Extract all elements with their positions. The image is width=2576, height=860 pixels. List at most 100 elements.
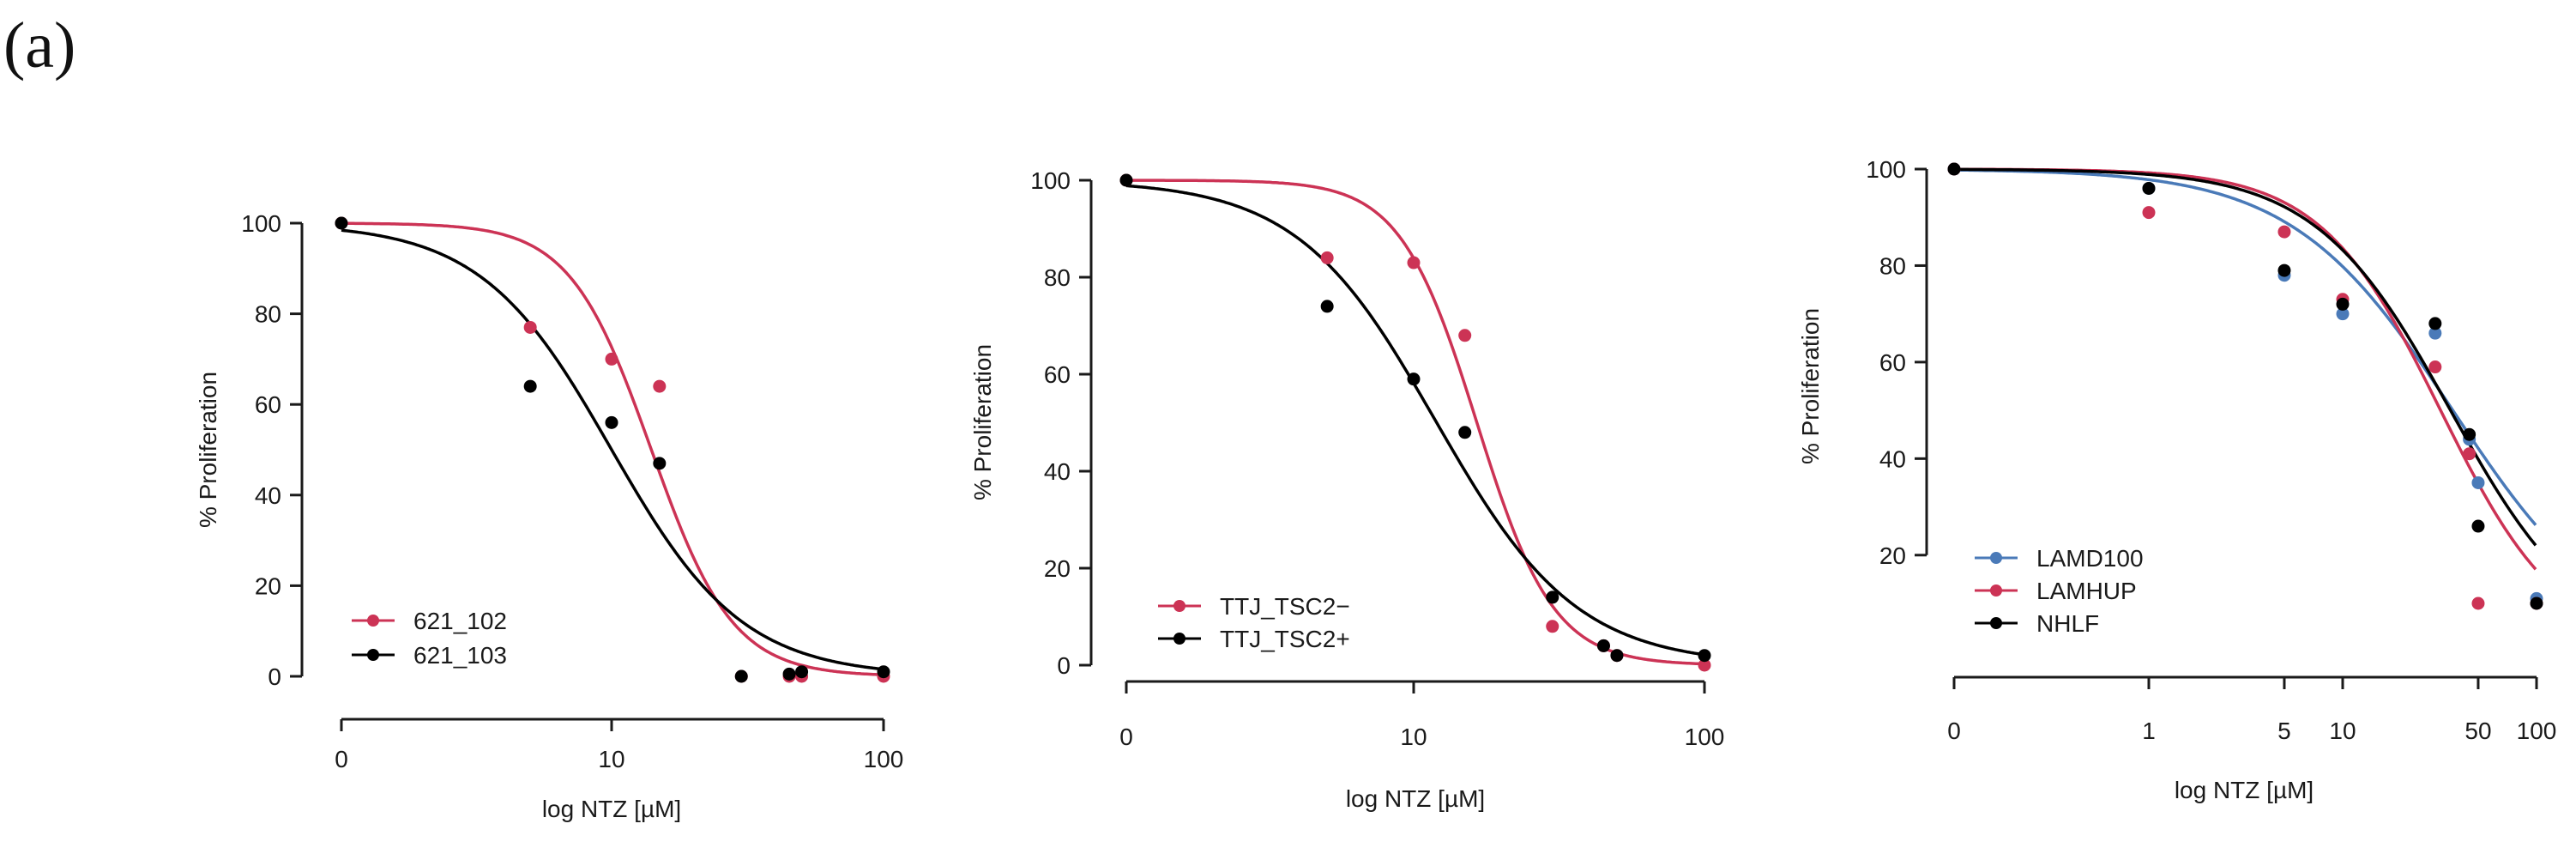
fit-curve-3 <box>1954 167 2537 547</box>
chart-1: 0 20 40 60 80 100 0 10 100 log NTZ [µM] % Prolifer… <box>195 210 903 822</box>
data-point-series-2 <box>1698 649 1711 663</box>
data-point-series-2 <box>1596 639 1610 652</box>
legend-marker <box>1173 600 1185 612</box>
data-point-series-2 <box>1407 372 1421 386</box>
x-tick-label: 10 <box>2329 718 2356 744</box>
y-axis-title: % Proliferation <box>1797 308 1824 464</box>
x-tick-label: 10 <box>1400 724 1427 750</box>
data-point-series-1 <box>1458 329 1472 342</box>
y-tick-label: 20 <box>255 572 281 599</box>
y-tick-label: 80 <box>1879 252 1906 279</box>
chart-2: 0 20 40 60 80 100 0 10 100 log NTZ [µM] % Prolifer… <box>969 167 1724 812</box>
panel-label: (a) <box>3 9 76 82</box>
data-point-series-2 <box>1458 426 1472 439</box>
legend-label: TTJ_TSC2− <box>1220 593 1350 620</box>
fit-curve-1 <box>1953 168 2537 526</box>
data-point-series-2 <box>2277 225 2291 239</box>
data-point-series-3 <box>1947 162 1961 176</box>
x-tick-label: 5 <box>2277 718 2291 744</box>
data-point-series-2 <box>877 665 890 679</box>
y-tick-label: 40 <box>1879 445 1906 472</box>
data-point-series-2 <box>2142 206 2156 220</box>
data-point-series-1 <box>653 379 667 393</box>
data-point-series-2 <box>605 415 618 429</box>
y-tick-label: 100 <box>241 210 281 237</box>
data-point-series-3 <box>2463 427 2476 441</box>
x-axis-title: log NTZ [µM] <box>542 796 681 822</box>
chart-3: 20 40 60 80 100 0 1 5 10 50 100 log NTZ [µM] % Proli… <box>1797 156 2556 803</box>
fit-curve-1 <box>1126 179 1704 666</box>
data-point-series-1 <box>1407 256 1421 270</box>
x-tick-label: 100 <box>864 746 904 772</box>
data-point-series-1 <box>523 320 537 334</box>
y-axis-title: % Proliferation <box>969 344 996 500</box>
fit-curve-2 <box>341 228 884 671</box>
data-point-series-2 <box>1320 300 1334 313</box>
legend-label: TTJ_TSC2+ <box>1220 626 1350 652</box>
x-tick-label: 10 <box>598 746 624 772</box>
legend-label: NHLF <box>2036 610 2099 637</box>
data-point-series-3 <box>2142 181 2156 195</box>
data-point-series-3 <box>2428 317 2442 330</box>
data-point-series-2 <box>523 379 537 393</box>
fit-curve-2 <box>1954 167 2537 571</box>
y-tick-label: 40 <box>1044 458 1071 485</box>
data-point-series-2 <box>2463 447 2476 461</box>
data-point-series-3 <box>2336 297 2350 311</box>
data-point-series-1 <box>2471 475 2485 489</box>
data-point-series-2 <box>795 665 809 679</box>
data-point-series-1 <box>1546 620 1559 633</box>
data-point-series-2 <box>1546 590 1559 604</box>
x-tick-label: 0 <box>1119 724 1133 750</box>
y-tick-label: 80 <box>1044 264 1071 291</box>
data-point-series-2 <box>335 216 348 230</box>
y-tick-label: 20 <box>1044 555 1071 582</box>
data-point-series-1 <box>2336 307 2350 321</box>
data-point-series-1 <box>2428 326 2442 340</box>
y-tick-label: 0 <box>1057 652 1071 679</box>
x-tick-label: 0 <box>1947 718 1961 744</box>
data-point-series-2 <box>734 669 748 683</box>
data-point-series-3 <box>2530 597 2543 610</box>
legend-marker <box>367 649 379 661</box>
y-tick-label: 60 <box>1044 361 1071 388</box>
x-tick-label: 100 <box>1685 724 1725 750</box>
x-tick-label: 50 <box>2464 718 2491 744</box>
fit-curve-2 <box>1125 184 1705 657</box>
data-point-series-3 <box>2471 519 2485 533</box>
x-axis-title: log NTZ [µM] <box>2175 777 2314 803</box>
legend-marker <box>1990 617 2002 629</box>
legend-label: LAMHUP <box>2036 578 2137 604</box>
y-axis-title: % Proliferation <box>195 372 221 528</box>
data-point-series-2 <box>2471 597 2485 610</box>
data-point-series-2 <box>1119 173 1133 187</box>
legend-marker <box>1173 633 1185 645</box>
legend-marker <box>1990 552 2002 564</box>
legend-label: LAMD100 <box>2036 545 2144 572</box>
y-tick-label: 60 <box>1879 349 1906 376</box>
data-point-series-3 <box>2277 263 2291 277</box>
y-tick-label: 40 <box>255 482 281 509</box>
legend-label: 621_102 <box>413 608 507 634</box>
legend-marker <box>367 615 379 627</box>
y-tick-label: 20 <box>1879 542 1906 569</box>
data-point-series-1 <box>1698 658 1711 672</box>
legend-marker <box>1990 584 2002 597</box>
data-point-series-2 <box>2428 360 2442 374</box>
data-point-series-1 <box>1320 251 1334 264</box>
y-tick-label: 80 <box>255 301 281 328</box>
y-tick-label: 60 <box>255 391 281 418</box>
x-axis-title: log NTZ [µM] <box>1346 785 1485 812</box>
legend-label: 621_103 <box>413 642 507 669</box>
y-tick-label: 100 <box>1030 167 1071 194</box>
x-tick-label: 1 <box>2142 718 2156 744</box>
y-tick-label: 100 <box>1866 156 1906 183</box>
data-point-series-2 <box>653 457 667 470</box>
x-tick-label: 0 <box>335 746 348 772</box>
y-tick-label: 0 <box>268 663 281 690</box>
x-tick-label: 100 <box>2517 718 2557 744</box>
data-point-series-1 <box>605 352 618 366</box>
fit-curve-1 <box>341 221 884 676</box>
data-point-series-2 <box>782 667 796 681</box>
